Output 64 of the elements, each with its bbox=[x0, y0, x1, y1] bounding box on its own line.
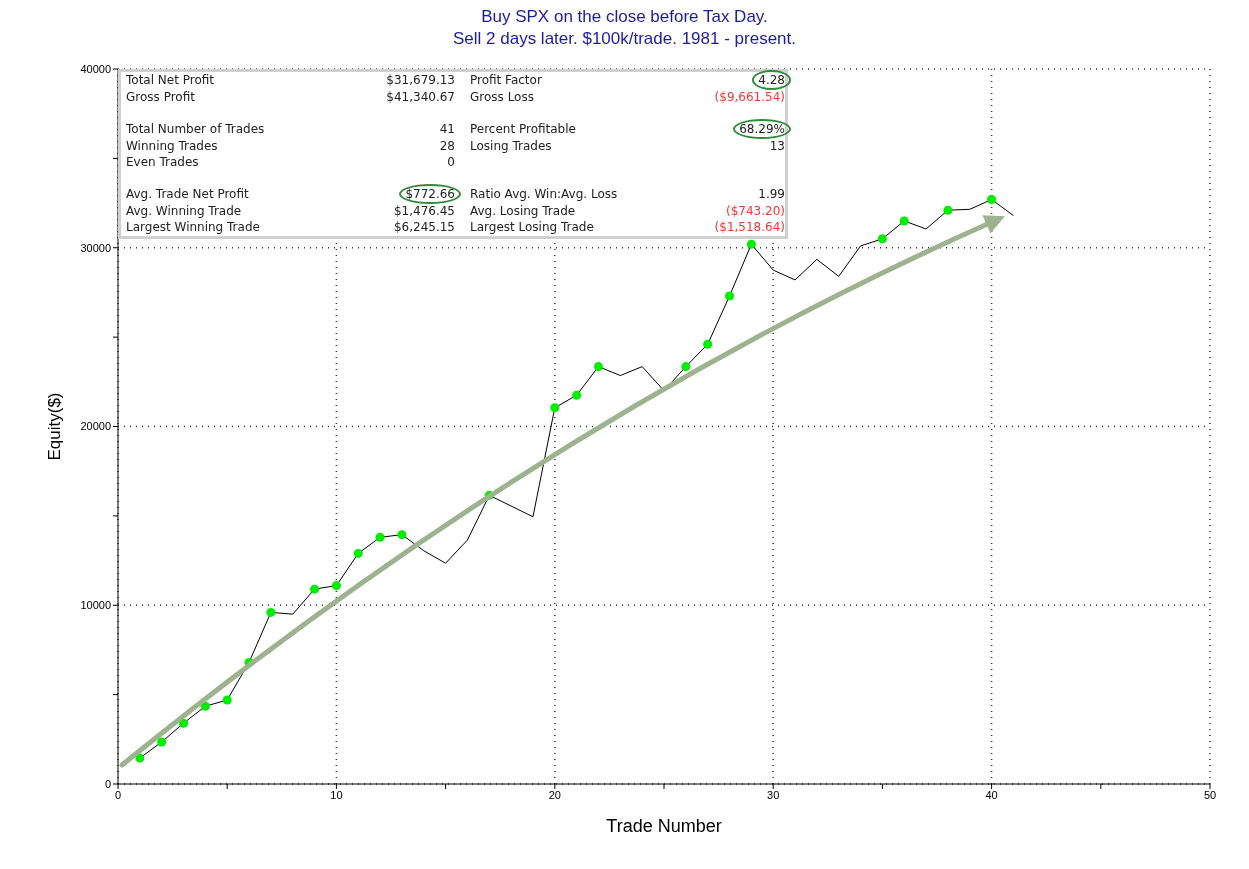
annotation: Largest Losing Trade bbox=[470, 220, 594, 234]
point bbox=[353, 548, 363, 558]
x-tick-label: 30 bbox=[767, 788, 780, 801]
annotation: Ratio Avg. Win:Avg. Loss bbox=[470, 187, 618, 201]
x-tick-label: 10 bbox=[330, 788, 343, 801]
x-tick-label: 20 bbox=[548, 788, 561, 801]
annotation: Avg. Losing Trade bbox=[470, 204, 576, 218]
annotation: Even Trades bbox=[126, 155, 199, 169]
y-tick-label: 20000 bbox=[80, 420, 111, 433]
chart-title: Buy SPX on the close before Tax Day. bbox=[480, 6, 769, 28]
y-tick-label: 10000 bbox=[80, 599, 111, 612]
annotation: ($9,661.54) bbox=[714, 90, 785, 104]
annotation: Gross Loss bbox=[470, 90, 534, 104]
annotation: 1.99 bbox=[758, 187, 785, 201]
annotation: Total Number of Trades bbox=[126, 122, 265, 136]
x-tick-label: 0 bbox=[114, 788, 122, 801]
x-axis-title: Trade Number bbox=[606, 816, 722, 836]
annotation: Total Net Profit bbox=[126, 73, 215, 87]
point bbox=[877, 234, 887, 244]
annotation: Avg. Winning Trade bbox=[126, 204, 242, 218]
point bbox=[179, 718, 189, 728]
point bbox=[157, 737, 167, 747]
point bbox=[375, 532, 385, 542]
point bbox=[899, 216, 909, 226]
annotation: 0 bbox=[447, 155, 455, 169]
x-tick-label: 50 bbox=[1203, 788, 1217, 801]
annotation: $41,340.67 bbox=[386, 90, 455, 104]
annotation: $772.66 bbox=[405, 187, 455, 201]
point bbox=[222, 695, 232, 705]
annotation: 13 bbox=[769, 139, 785, 153]
y-axis-title: Equity($) bbox=[45, 392, 65, 461]
y-tick-label: 0 bbox=[104, 777, 111, 790]
annotation: $31,679.13 bbox=[386, 73, 455, 87]
annotation: Avg. Trade Net Profit bbox=[126, 187, 249, 201]
point bbox=[572, 390, 582, 400]
x-tick-label: 40 bbox=[985, 788, 998, 801]
point bbox=[550, 403, 560, 413]
annotation: Largest Winning Trade bbox=[126, 220, 260, 234]
y-tick-label: 30000 bbox=[80, 241, 111, 254]
point bbox=[310, 584, 320, 594]
annotation: 68.29% bbox=[739, 122, 785, 136]
point bbox=[703, 339, 713, 349]
y-tick-label: 40000 bbox=[80, 62, 111, 75]
point bbox=[397, 530, 407, 540]
annotation: Percent Profitable bbox=[470, 122, 576, 136]
annotation: ($1,518.64) bbox=[714, 220, 785, 234]
annotation: Winning Trades bbox=[126, 139, 218, 153]
point bbox=[200, 701, 210, 711]
point bbox=[681, 362, 691, 372]
point bbox=[266, 607, 276, 617]
point bbox=[725, 291, 735, 301]
annotation: ($743.20) bbox=[726, 204, 785, 218]
annotation: Profit Factor bbox=[470, 73, 542, 87]
point bbox=[746, 239, 756, 249]
chart-subtitle: Sell 2 days later. $100k/trade. 1981 - present. bbox=[451, 28, 797, 50]
annotation: $6,245.15 bbox=[393, 220, 455, 234]
annotation: Gross Profit bbox=[126, 90, 195, 104]
annotation: $1,476.45 bbox=[393, 204, 455, 218]
annotation: Losing Trades bbox=[470, 139, 552, 153]
annotation: 4.28 bbox=[758, 73, 785, 87]
point bbox=[593, 362, 603, 372]
annotation: 41 bbox=[439, 122, 455, 136]
annotation: 28 bbox=[439, 139, 455, 153]
point bbox=[943, 205, 953, 215]
